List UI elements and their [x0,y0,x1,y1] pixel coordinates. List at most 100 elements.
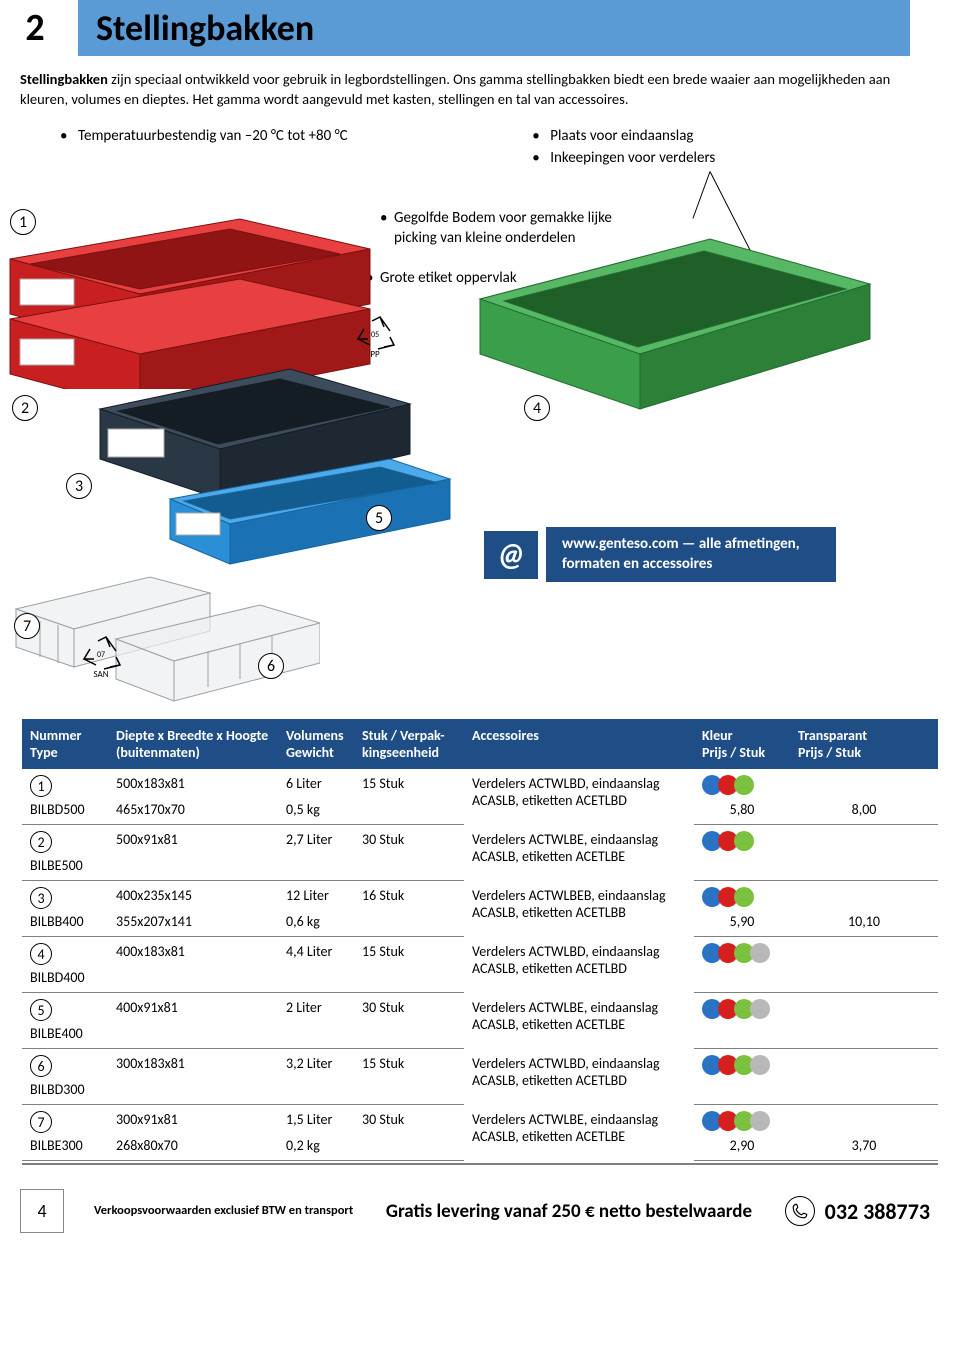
th-dim: Diepte x Breedte x Hoogte [116,727,268,744]
cell-price-trans [790,967,938,993]
recycle-icon-san: 07 SAN [76,629,126,679]
cell-vol: 6 Liter [278,769,354,799]
th-trans: Transparant [798,727,867,744]
cell-price-color [694,855,790,881]
cell-price-trans: 8,00 [790,799,938,825]
bin-green [460,209,880,429]
cell-dim: 300x91x81 [108,1105,278,1136]
cell-dim2 [108,967,278,993]
th-gew: Gewicht [286,744,334,761]
cell-type: BILBE300 [22,1135,108,1161]
table-row: 2500x91x812,7 Liter30 StukVerdelers ACTW… [22,825,938,856]
cell-dim2: 268x80x70 [108,1135,278,1161]
cell-acc: Verdelers ACTWLBEB, eindaanslag ACASLB, … [464,881,694,937]
cell-dim: 400x91x81 [108,993,278,1024]
svg-text:SAN: SAN [93,669,108,679]
cell-vol: 12 Liter [278,881,354,912]
cell-type: BILBD300 [22,1079,108,1105]
row-marker: 5 [30,999,52,1021]
color-dots [702,775,782,795]
row-marker: 2 [30,831,52,853]
section-title: Stellingbakken [78,0,910,56]
cell-type: BILBD500 [22,799,108,825]
th-kleur: Kleur [702,727,733,744]
cell-price-color [694,967,790,993]
cell-price-color: 2,90 [694,1135,790,1161]
info-box: @ www.genteso.com — alle afmetingen, for… [482,527,836,582]
cell-price-trans [790,1023,938,1049]
product-diagram: Gegolfde Bodem voor gemakke lijke pickin… [0,189,960,709]
bullet-temp: Temperatuurbestendig van –20 °C tot +80 … [60,127,532,145]
marker-7: 7 [14,613,40,639]
color-dots [702,1111,782,1131]
th-vol: Volumens [286,727,344,744]
table-row: 3400x235x14512 Liter16 StukVerdelers ACT… [22,881,938,912]
table-row: 6300x183x813,2 Liter15 StukVerdelers ACT… [22,1049,938,1080]
cell-gew [278,855,354,881]
cell-dim2: 355x207x141 [108,911,278,937]
svg-text:07: 07 [97,650,105,660]
cell-dim2 [108,1079,278,1105]
spec-table: NummerType Diepte x Breedte x Hoogte(bui… [22,719,938,1161]
color-dots [702,887,782,907]
cell-dim2 [108,1023,278,1049]
cell-dim: 500x91x81 [108,825,278,856]
cell-acc: Verdelers ACTWLBE, eindaanslag ACASLB, e… [464,1105,694,1161]
cell-pack: 30 Stuk [354,825,464,856]
marker-1: 1 [10,209,36,235]
cell-price-color [694,1023,790,1049]
cell-dim: 400x235x145 [108,881,278,912]
cell-vol: 3,2 Liter [278,1049,354,1080]
cell-pack: 16 Stuk [354,881,464,912]
row-marker: 6 [30,1055,52,1077]
recycle-icon-pp: 05 PP [350,309,400,359]
cell-dim: 500x183x81 [108,769,278,799]
cell-price-trans: 3,70 [790,1135,938,1161]
bin-clear [10,549,320,709]
info-text: www.genteso.com — alle afmetingen, forma… [546,527,836,582]
svg-text:05: 05 [371,330,379,340]
cell-price-color [694,1079,790,1105]
bullet-eindaanslag: Plaats voor eindaanslag [532,127,910,145]
phone-icon [785,1196,815,1226]
bullet-inkeepingen: Inkeepingen voor verdelers [532,149,910,167]
marker-4: 4 [524,395,550,421]
phone-number: 032 388773 [825,1198,930,1225]
divider [22,1163,938,1165]
cell-price-trans [790,855,938,881]
th-nummer: Nummer [30,727,82,744]
marker-5: 5 [366,505,392,531]
color-dots [702,831,782,851]
cell-price-trans: 10,10 [790,911,938,937]
intro-text: Stellingbakken zijn speciaal ontwikkeld … [0,56,960,119]
page-number: 4 [20,1189,64,1233]
color-dots [702,999,782,1019]
cell-dots [694,993,790,1024]
color-dots [702,943,782,963]
table-row: 7300x91x811,5 Liter30 StukVerdelers ACTW… [22,1105,938,1136]
feature-bullets: Temperatuurbestendig van –20 °C tot +80 … [0,119,960,179]
row-marker: 3 [30,887,52,909]
cell-gew [278,1079,354,1105]
cell-dots [694,937,790,968]
row-marker: 1 [30,775,52,797]
cell-dim2 [108,855,278,881]
cell-pack: 15 Stuk [354,937,464,968]
cell-type: BILBD400 [22,967,108,993]
cell-price-color: 5,90 [694,911,790,937]
cell-acc: Verdelers ACTWLBE, eindaanslag ACASLB, e… [464,993,694,1049]
cell-pack: 15 Stuk [354,1049,464,1080]
table-row: 5400x91x812 Liter30 StukVerdelers ACTWLB… [22,993,938,1024]
row-marker: 4 [30,943,52,965]
cell-acc: Verdelers ACTWLBD, eindaanslag ACASLB, e… [464,769,694,825]
cell-pack: 15 Stuk [354,769,464,799]
row-marker: 7 [30,1111,52,1133]
section-header: 2 Stellingbakken [0,0,960,56]
th-acc: Accessoires [472,727,539,744]
cell-dim: 400x183x81 [108,937,278,968]
svg-text:PP: PP [370,349,380,359]
cell-gew: 0,5 kg [278,799,354,825]
cell-vol: 1,5 Liter [278,1105,354,1136]
cell-dots [694,1049,790,1080]
cell-price-color: 5,80 [694,799,790,825]
